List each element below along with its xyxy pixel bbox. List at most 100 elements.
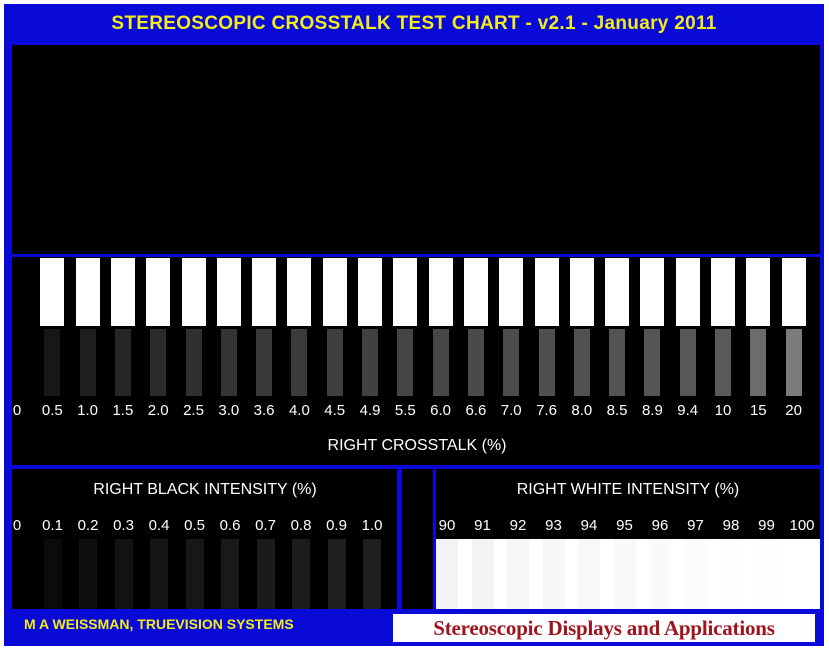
crosstalk-white-bar: [75, 258, 100, 326]
crosstalk-grey-patch: [220, 329, 237, 396]
crosstalk-tick-label: 3.0: [218, 402, 240, 419]
crosstalk-grey-patch: [785, 329, 802, 396]
crosstalk-tick-label: 10: [714, 402, 732, 419]
white-intensity-tick-label: 98: [722, 517, 740, 534]
white-intensity-tick-label: 99: [758, 517, 775, 534]
white-intensity-patch: [613, 539, 636, 609]
crosstalk-grey-patch: [644, 329, 661, 396]
crosstalk-grey-patch: [503, 329, 520, 396]
crosstalk-tick-label: 0: [12, 402, 22, 419]
crosstalk-grey-patch: [679, 329, 696, 396]
white-intensity-patch: [471, 539, 494, 609]
black-intensity-patch: [185, 539, 204, 609]
crosstalk-tick-label: 7.6: [536, 402, 557, 419]
crosstalk-white-bar: [322, 258, 347, 326]
crosstalk-grey-patch: [291, 329, 308, 396]
crosstalk-tick-label: 6.6: [465, 402, 487, 419]
crosstalk-tick-label: 0.5: [41, 402, 63, 419]
crosstalk-caption: RIGHT CROSSTALK (%): [327, 437, 507, 454]
crosstalk-tick-label: 8.9: [641, 402, 663, 419]
crosstalk-white-bar: [640, 258, 665, 326]
crosstalk-grey-patch: [256, 329, 273, 396]
crosstalk-white-bar: [393, 258, 418, 326]
crosstalk-grey-patch: [573, 329, 590, 396]
black-intensity-tick-label: 0.9: [326, 517, 347, 534]
crosstalk-white-bar: [110, 258, 135, 326]
black-intensity-tick-label: 0.7: [255, 517, 276, 534]
black-intensity-tick-label: 0.5: [184, 517, 205, 534]
crosstalk-grey-patch: [362, 329, 378, 396]
crosstalk-tick-label: 7.0: [500, 402, 522, 419]
crosstalk-tick-label: 4.0: [288, 402, 310, 419]
white-intensity-tick-label: 90: [438, 517, 456, 534]
white-intensity-tick-label: 95: [616, 517, 633, 534]
crosstalk-grey-patch: [750, 329, 767, 396]
crosstalk-tick-label: 2.5: [183, 402, 204, 419]
crosstalk-white-bar: [287, 258, 312, 326]
crosstalk-tick-label: 20: [785, 402, 802, 419]
black-intensity-patch: [221, 539, 239, 609]
white-intensity-patch: [791, 539, 813, 609]
white-intensity-patch: [507, 539, 529, 609]
crosstalk-grey-patch: [326, 329, 343, 396]
white-intensity-patch: [755, 539, 778, 609]
black-intensity-tick-label: 0: [12, 517, 22, 534]
white-intensity-tick-label: 100: [789, 517, 815, 534]
black-intensity-tick-label: 0.6: [219, 517, 241, 534]
black-intensity-patch: [79, 539, 97, 609]
crosstalk-white-bar: [499, 258, 524, 326]
crosstalk-grey-patch: [432, 329, 449, 396]
crosstalk-tick-label: 9.4: [677, 402, 699, 419]
white-intensity-tick-label: 94: [580, 517, 598, 534]
crosstalk-tick-label: 8.0: [571, 402, 593, 419]
crosstalk-tick-label: 4.9: [359, 402, 381, 419]
black-intensity-tick-label: 0.2: [77, 517, 99, 534]
crosstalk-grey-patch: [44, 329, 61, 396]
black-intensity-patch: [363, 539, 381, 609]
crosstalk-white-bar: [40, 258, 65, 326]
black-intensity-tick-label: 0.4: [148, 517, 170, 534]
black-intensity-patch: [43, 539, 62, 609]
black-intensity-tick-label: 0.8: [290, 517, 312, 534]
author-credit: M A WEISSMAN, TRUEVISION SYSTEMS: [24, 616, 294, 632]
black-intensity-tick-label: 0.3: [113, 517, 134, 534]
white-intensity-patch: [542, 539, 565, 609]
crosstalk-white-bar: [181, 258, 206, 326]
black-intensity-tick-label: 1.0: [361, 517, 383, 534]
black-intensity-tick-label: 0.1: [42, 517, 63, 534]
crosstalk-white-bar: [252, 258, 277, 326]
crosstalk-grey-patch: [79, 329, 96, 396]
white-intensity-tick-label: 91: [474, 517, 491, 534]
crosstalk-grey-patch: [114, 329, 131, 396]
page-title: STEREOSCOPIC CROSSTALK TEST CHART - v2.1…: [111, 13, 717, 34]
white-intensity-patch: [684, 539, 707, 609]
white-intensity-tick-label: 96: [651, 517, 669, 534]
white-intensity-tick-label: 97: [687, 517, 704, 534]
white-intensity-tick-label: 93: [545, 517, 562, 534]
crosstalk-grey-patch: [715, 329, 731, 396]
crosstalk-white-bar: [675, 258, 700, 326]
crosstalk-tick-label: 8.5: [606, 402, 628, 419]
black-intensity-patch: [114, 539, 133, 609]
publisher-logo: Stereoscopic Displays and Applications: [393, 614, 815, 642]
crosstalk-grey-patch: [467, 329, 484, 396]
crosstalk-grey-patch: [185, 329, 202, 396]
black-intensity-patch: [150, 539, 168, 609]
black-intensity-patch: [292, 539, 310, 609]
crosstalk-white-bar: [428, 258, 453, 326]
white-intensity-caption: RIGHT WHITE INTENSITY (%): [516, 481, 740, 498]
white-intensity-patch: [436, 539, 458, 609]
crosstalk-white-bar: [605, 258, 630, 326]
crosstalk-white-bar: [216, 258, 241, 326]
crosstalk-tick-label: 4.5: [324, 402, 346, 419]
crosstalk-tick-label: 5.5: [394, 402, 416, 419]
crosstalk-tick-label: 2.0: [147, 402, 169, 419]
crosstalk-tick-label: 1.0: [77, 402, 99, 419]
crosstalk-white-bar: [358, 258, 382, 326]
middle-black-block: [402, 469, 433, 609]
crosstalk-tick-label: 1.5: [112, 402, 134, 419]
crosstalk-white-bar: [746, 258, 771, 326]
white-intensity-patch: [578, 539, 600, 609]
crosstalk-white-bar: [463, 258, 488, 326]
